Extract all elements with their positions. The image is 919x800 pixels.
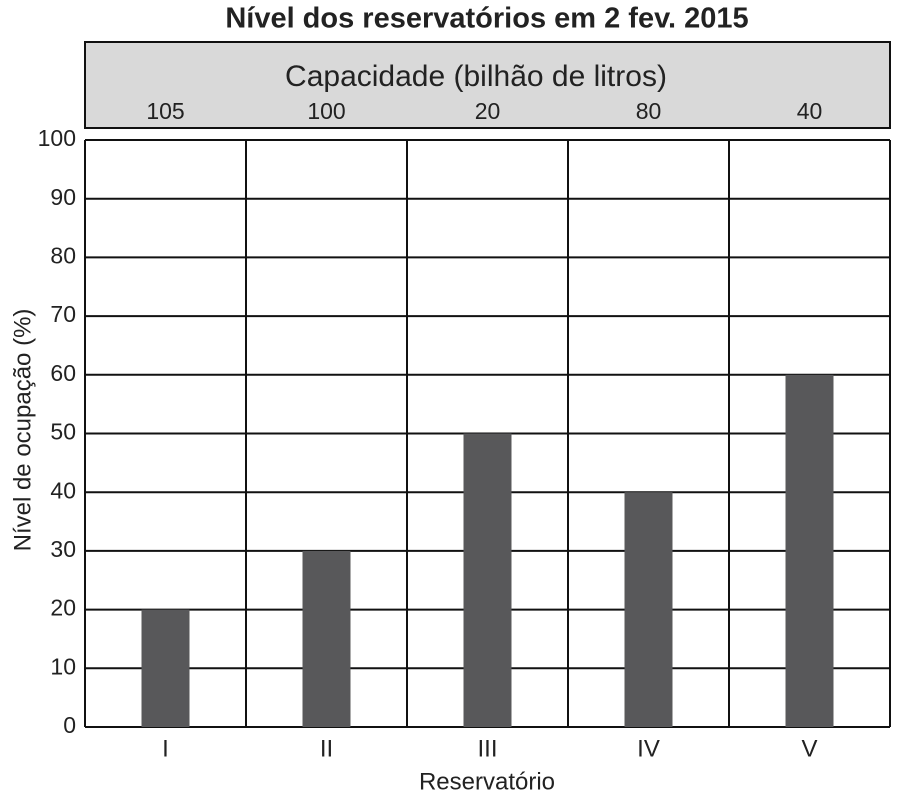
y-tick-label: 30 xyxy=(50,536,76,562)
y-tick-label: 0 xyxy=(63,712,76,738)
x-tick-label: II xyxy=(320,735,333,762)
x-axis-label: Reservatório xyxy=(419,768,555,795)
bar xyxy=(141,609,190,727)
bar xyxy=(785,374,834,727)
y-tick-label: 10 xyxy=(50,653,76,679)
y-tick-label: 80 xyxy=(50,242,76,268)
y-axis-label: Nível de ocupação (%) xyxy=(9,309,36,552)
capacity-label: 20 xyxy=(475,98,501,124)
capacity-box xyxy=(84,41,891,129)
capacity-label: 100 xyxy=(307,98,345,124)
x-tick-label: III xyxy=(477,735,497,762)
y-tick-label: 70 xyxy=(50,301,76,327)
y-tick-label: 90 xyxy=(50,184,76,210)
capacity-label: 80 xyxy=(636,98,662,124)
x-tick-label: IV xyxy=(637,735,660,762)
bar xyxy=(302,550,351,727)
x-tick-label: I xyxy=(162,735,169,762)
capacity-title: Capacidade (bilhão de litros) xyxy=(285,60,667,93)
y-tick-label: 20 xyxy=(50,595,76,621)
capacity-label: 40 xyxy=(797,98,823,124)
capacity-label: 105 xyxy=(146,98,184,124)
x-tick-label: V xyxy=(801,735,817,762)
y-tick-label: 100 xyxy=(38,125,76,151)
chart-title: Nível dos reservatórios em 2 fev. 2015 xyxy=(225,3,748,35)
y-tick-label: 60 xyxy=(50,360,76,386)
y-tick-label: 40 xyxy=(50,477,76,503)
bar xyxy=(463,433,512,727)
bar xyxy=(624,492,673,727)
y-tick-label: 50 xyxy=(50,419,76,445)
